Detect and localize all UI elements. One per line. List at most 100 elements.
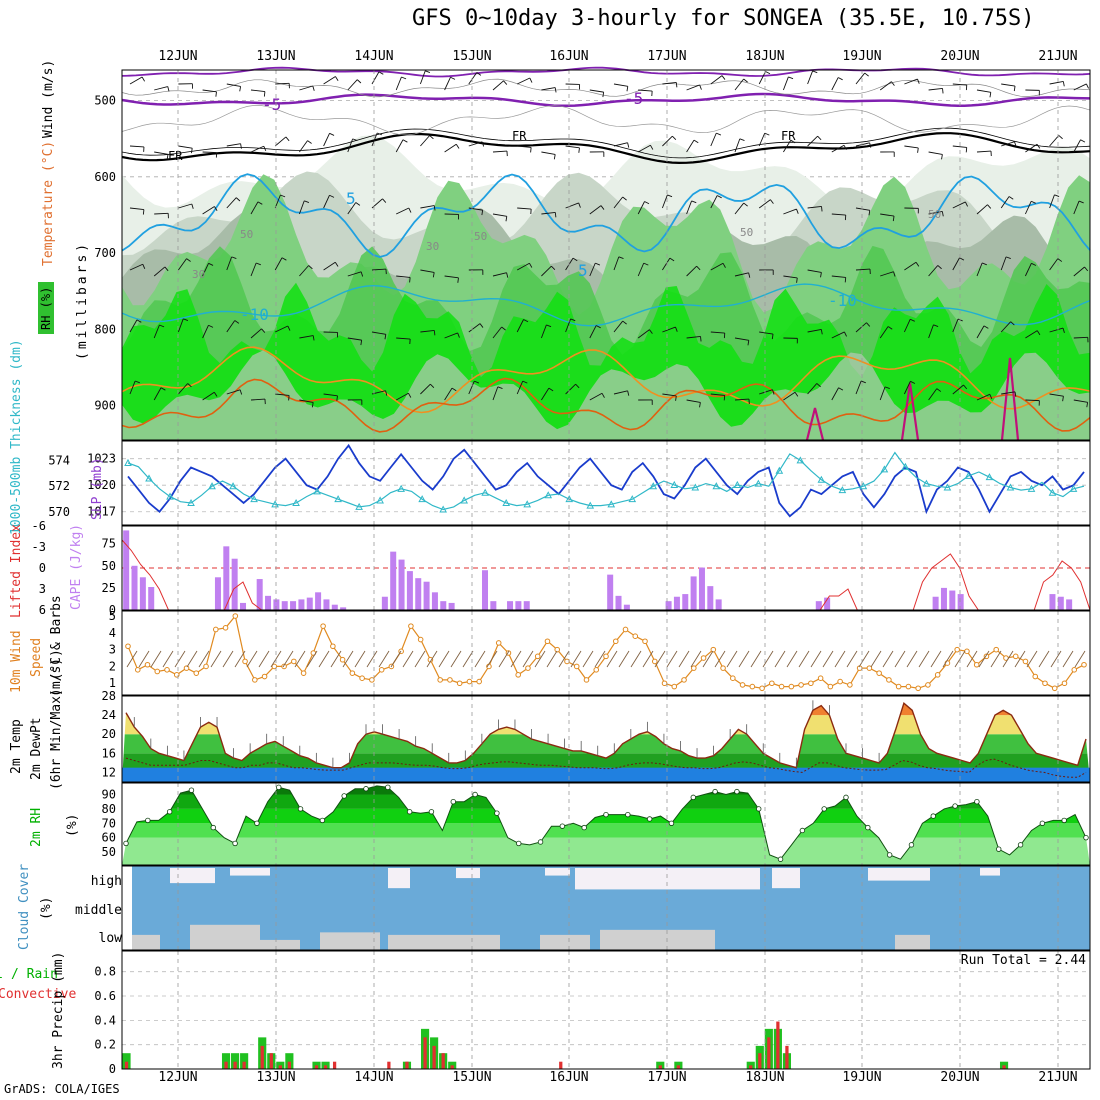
wind-barb bbox=[154, 212, 169, 215]
wind10-point bbox=[193, 670, 200, 676]
wind-barb bbox=[395, 76, 402, 91]
precip-conv-bar bbox=[658, 1065, 662, 1069]
wind-barb-flag bbox=[765, 71, 771, 75]
wind-barb-flag bbox=[450, 76, 456, 80]
contour-label: -5 bbox=[624, 89, 643, 108]
wind10-barb bbox=[594, 650, 606, 668]
wind-barb bbox=[613, 390, 628, 395]
wind10-point bbox=[778, 683, 785, 690]
wind10-barb bbox=[330, 650, 342, 668]
wind10-barb bbox=[210, 650, 222, 668]
contour-label: FR bbox=[512, 129, 527, 143]
ytick-cape: 75 bbox=[102, 537, 116, 551]
thickness-point bbox=[796, 456, 805, 464]
wind10-point bbox=[408, 623, 414, 629]
wind-barb bbox=[952, 318, 959, 333]
wind-barb-flag bbox=[503, 80, 508, 85]
thickness-point bbox=[229, 482, 237, 490]
wind10-label-c: (m/s) & Barbs bbox=[49, 595, 64, 697]
wind-barb bbox=[710, 393, 725, 396]
ytick-temp-20: 20 bbox=[102, 727, 116, 741]
wind-barb bbox=[1025, 330, 1038, 339]
wind10-barb bbox=[834, 650, 846, 668]
precip-conv-bar bbox=[323, 1065, 328, 1069]
ytick-pressure-900: 900 bbox=[94, 399, 116, 413]
wind10-barb bbox=[246, 650, 258, 668]
wind-barb-flag bbox=[141, 76, 146, 82]
thickness-point bbox=[1027, 484, 1036, 492]
ytick-slp-1020: 1020 bbox=[87, 478, 116, 492]
wind-barb bbox=[759, 389, 773, 395]
wind-barb-flag bbox=[772, 389, 775, 395]
wind-barb-flag bbox=[600, 205, 605, 210]
precip-conv-bar bbox=[233, 1061, 237, 1069]
wind10-point bbox=[925, 682, 931, 688]
wind-barb-flag bbox=[1086, 402, 1089, 408]
cape-bar bbox=[223, 546, 230, 610]
wind-barb bbox=[686, 200, 692, 215]
thickness-point bbox=[565, 495, 574, 503]
wind-barb-flag bbox=[602, 92, 605, 98]
wind-barb bbox=[154, 86, 168, 91]
wind-barb-flag bbox=[497, 386, 503, 389]
wind-barb bbox=[637, 144, 651, 153]
rh-point bbox=[406, 809, 413, 815]
dewpoint-line bbox=[125, 757, 1087, 778]
rh-point bbox=[1017, 842, 1024, 848]
wind-barb bbox=[904, 145, 919, 149]
wind-barb bbox=[1049, 194, 1055, 209]
precip-total-bar bbox=[221, 1053, 231, 1069]
wind-barb bbox=[686, 139, 695, 153]
wind-barb-flag bbox=[160, 387, 166, 391]
wind-barb bbox=[613, 83, 628, 87]
wind-barb bbox=[855, 72, 866, 85]
cape-bar bbox=[431, 592, 438, 610]
date-tick-bottom: 19JUN bbox=[842, 1070, 881, 1085]
ytick-cape: 0 bbox=[109, 603, 116, 617]
precip-total-bar bbox=[285, 1053, 294, 1069]
wind-barb bbox=[274, 257, 283, 271]
wind-barb-flag bbox=[235, 197, 241, 202]
wind10-barb bbox=[558, 650, 570, 668]
wind-barb bbox=[250, 201, 259, 215]
frame-rh2m bbox=[121, 782, 1091, 866]
wind-barb-flag bbox=[551, 265, 556, 271]
wind10-barb bbox=[162, 650, 174, 668]
cape-bar bbox=[698, 567, 705, 610]
wind-barb bbox=[468, 323, 481, 333]
precip-conv-bar bbox=[758, 1053, 762, 1069]
wind-barb-flag bbox=[821, 206, 823, 212]
upper-label-temp: Temperature (°C) bbox=[41, 141, 56, 266]
wind-barb-flag bbox=[378, 71, 384, 75]
contour-label: 50 bbox=[740, 226, 753, 239]
wind10-barb bbox=[510, 650, 522, 668]
wind-barb bbox=[1073, 399, 1088, 403]
wind10-point bbox=[710, 646, 717, 653]
wind-barb bbox=[758, 199, 771, 209]
wind10-point bbox=[164, 667, 170, 673]
date-tick-top: 13JUN bbox=[256, 49, 295, 64]
run-total-label: Run Total = 2.44 bbox=[961, 953, 1086, 968]
wind10-point bbox=[281, 663, 287, 670]
temp-contour-5 bbox=[121, 173, 1091, 258]
wind-barb bbox=[928, 265, 939, 277]
wind-barb-flag bbox=[308, 265, 313, 270]
wind-barb-flag bbox=[548, 387, 554, 392]
wind-barb-flag bbox=[546, 324, 552, 328]
cloud-high-clear-3 bbox=[456, 868, 480, 879]
wind-barb bbox=[783, 208, 797, 215]
wind-barb-flag bbox=[186, 258, 191, 262]
cape-bar bbox=[623, 604, 630, 610]
cape-bar bbox=[306, 597, 313, 610]
wind-barb bbox=[250, 398, 265, 401]
wind10-barb bbox=[1026, 650, 1038, 668]
wind-barb-flag bbox=[506, 272, 509, 278]
cape-bar bbox=[949, 590, 956, 610]
wind10-barb bbox=[1038, 650, 1050, 668]
wind-barb bbox=[589, 262, 596, 277]
wind-barb bbox=[565, 145, 580, 149]
wind10-point bbox=[261, 673, 268, 680]
cloud-high-clear-5 bbox=[575, 868, 760, 890]
wind-barb bbox=[396, 275, 411, 278]
wind-barb-flag bbox=[382, 198, 387, 203]
